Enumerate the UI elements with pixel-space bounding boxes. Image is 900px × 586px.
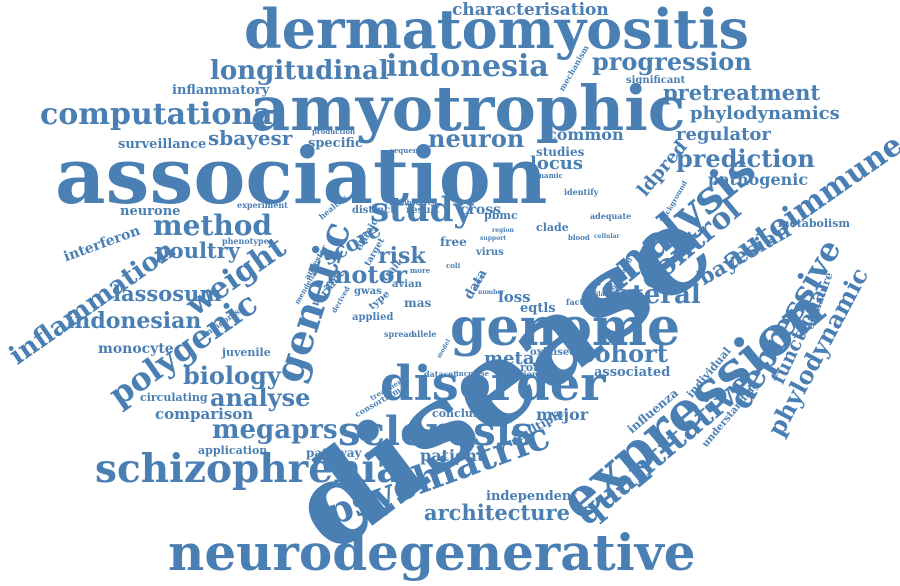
- word: locus: [530, 153, 584, 174]
- word: cohort: [580, 339, 668, 368]
- word: pbmc: [484, 209, 518, 222]
- word: phylodynamics: [690, 103, 840, 124]
- word: identify: [564, 187, 599, 197]
- word: sequence: [390, 146, 427, 155]
- word: comparison: [155, 405, 254, 423]
- word: increase: [456, 369, 490, 378]
- word: neurodegenerative: [168, 523, 696, 582]
- word: circulating: [140, 391, 208, 404]
- word: applied: [352, 312, 394, 323]
- word: phenotype: [222, 236, 269, 246]
- word: characterisation: [452, 0, 609, 20]
- word: pathway: [306, 446, 362, 460]
- word: biology: [183, 361, 281, 390]
- word: common: [547, 125, 624, 144]
- word: inflammatory: [172, 83, 270, 98]
- word: significant: [626, 75, 686, 86]
- word: region: [492, 227, 514, 234]
- word: genome: [450, 297, 681, 358]
- word: dynamic: [530, 171, 563, 180]
- word: sclerosis: [338, 408, 534, 455]
- word: loss: [498, 288, 531, 306]
- word: avian: [392, 279, 422, 290]
- word: sbayesr: [208, 126, 293, 150]
- word: analyse: [210, 383, 311, 412]
- word: amyotrophic: [250, 72, 686, 145]
- word: coli: [446, 261, 461, 270]
- word: mas: [404, 296, 432, 310]
- word: distinct: [352, 205, 395, 216]
- word: poultry: [155, 238, 240, 263]
- word: pretreatment: [663, 80, 821, 105]
- word: metabolism: [778, 217, 851, 230]
- word: oxidised: [530, 347, 577, 358]
- word: clade: [536, 221, 569, 234]
- word: virus: [476, 247, 504, 258]
- word: lateral: [605, 280, 701, 310]
- word: result: [406, 205, 439, 216]
- word: independent: [486, 489, 578, 504]
- word: neurone: [120, 204, 181, 219]
- word: major: [536, 405, 589, 424]
- word: similar: [584, 291, 608, 298]
- word: method: [153, 209, 272, 242]
- word: motor: [326, 260, 408, 289]
- word: juvenile: [222, 346, 271, 359]
- word: association: [55, 131, 548, 222]
- word: progression: [592, 47, 752, 76]
- word: longitudinal: [210, 56, 389, 86]
- word: adequate: [590, 211, 632, 221]
- word: number: [478, 289, 505, 296]
- word: lassosum: [113, 281, 222, 306]
- word: meta: [484, 348, 535, 369]
- word: allele: [412, 329, 437, 339]
- word: schizophrenia: [95, 446, 402, 492]
- word: prediction: [676, 144, 815, 173]
- word: regulator: [676, 124, 771, 145]
- word: dermatomyositis: [244, 0, 749, 61]
- word: gwas: [354, 286, 382, 297]
- word: application: [198, 444, 268, 457]
- word: specific: [308, 136, 363, 151]
- word: role: [520, 361, 545, 374]
- word: associated: [594, 365, 671, 380]
- word: eqtls: [520, 301, 556, 316]
- word: neuron: [428, 124, 525, 153]
- word: support: [480, 235, 507, 242]
- word: conclusion: [432, 407, 499, 420]
- word: experiment: [237, 200, 288, 210]
- word: pathogenic: [708, 170, 809, 189]
- word: blood: [568, 233, 590, 242]
- word: cross: [460, 202, 502, 218]
- word: dataset: [424, 369, 457, 379]
- word: megaprs: [212, 415, 338, 445]
- word: surveillance: [118, 137, 207, 152]
- word: patient: [420, 446, 485, 465]
- word: risk: [378, 243, 426, 269]
- word: disorder: [380, 356, 606, 412]
- word: computational: [40, 97, 285, 132]
- word: factor: [566, 297, 593, 307]
- word: cellular: [594, 233, 620, 240]
- word: observed: [402, 198, 438, 207]
- word: evolution: [496, 369, 538, 379]
- word: production: [312, 127, 356, 136]
- word: indonesia: [386, 49, 549, 84]
- word: free: [440, 235, 467, 249]
- word: architecture: [424, 500, 570, 525]
- word: spread: [384, 329, 415, 339]
- word: indonesian: [66, 308, 202, 334]
- word: more: [410, 266, 431, 275]
- word: studies: [536, 145, 585, 159]
- word: study: [370, 190, 474, 230]
- word: monocyte: [98, 341, 174, 357]
